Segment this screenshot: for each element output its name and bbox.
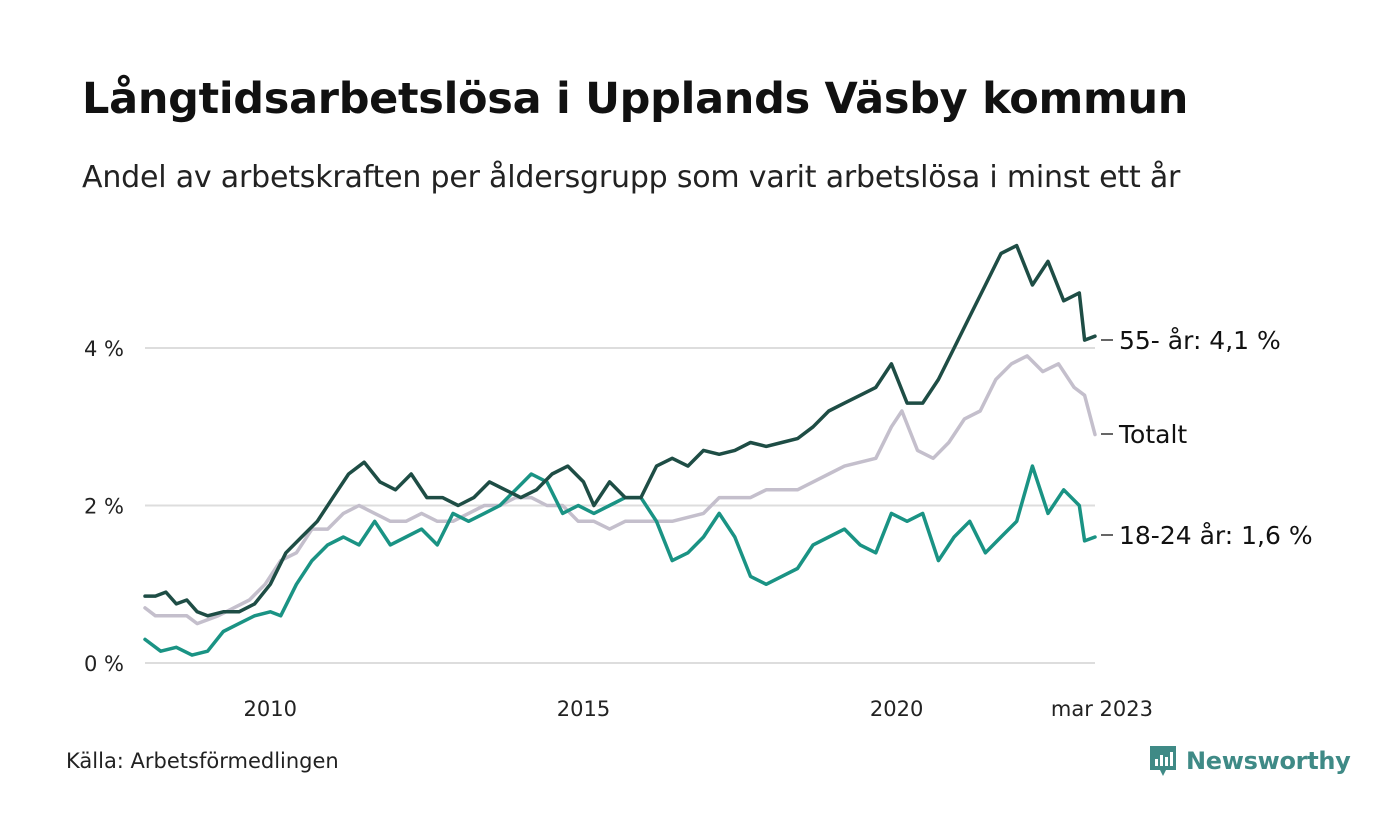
series-lines [143, 243, 1097, 657]
chart-subtitle: Andel av arbetskraften per åldersgrupp s… [82, 160, 1181, 195]
source-note: Källa: Arbetsförmedlingen [66, 749, 339, 773]
end-label-series_55: 55- år: 4,1 % [1119, 326, 1281, 355]
y-tick-label: 0 % [84, 652, 124, 676]
y-axis: 0 % 2 % 4 % [84, 337, 124, 676]
brand-logo: Newsworthy [1148, 744, 1351, 778]
x-tick-label: 2010 [244, 697, 297, 721]
x-tick-label: 2020 [870, 697, 923, 721]
series-line-series_totalt [143, 354, 1097, 626]
y-tick-label: 4 % [84, 337, 124, 361]
series-line-series_55 [143, 243, 1097, 618]
x-tick-label: 2015 [557, 697, 610, 721]
chart-title: Långtidsarbetslösa i Upplands Väsby komm… [82, 74, 1189, 124]
x-axis: 2010 2015 2020 mar 2023 [244, 697, 1153, 721]
gridlines [145, 347, 1095, 664]
end-label-series_18_24: 18-24 år: 1,6 % [1119, 521, 1313, 550]
x-tick-label: mar 2023 [1051, 697, 1153, 721]
brand-name: Newsworthy [1186, 747, 1351, 775]
y-tick-label: 2 % [84, 495, 124, 519]
series-end-labels: Totalt 18-24 år: 1,6 % 55- år: 4,1 % [1101, 326, 1313, 550]
newsworthy-logo-icon [1150, 746, 1176, 776]
end-label-series_totalt: Totalt [1118, 420, 1187, 449]
